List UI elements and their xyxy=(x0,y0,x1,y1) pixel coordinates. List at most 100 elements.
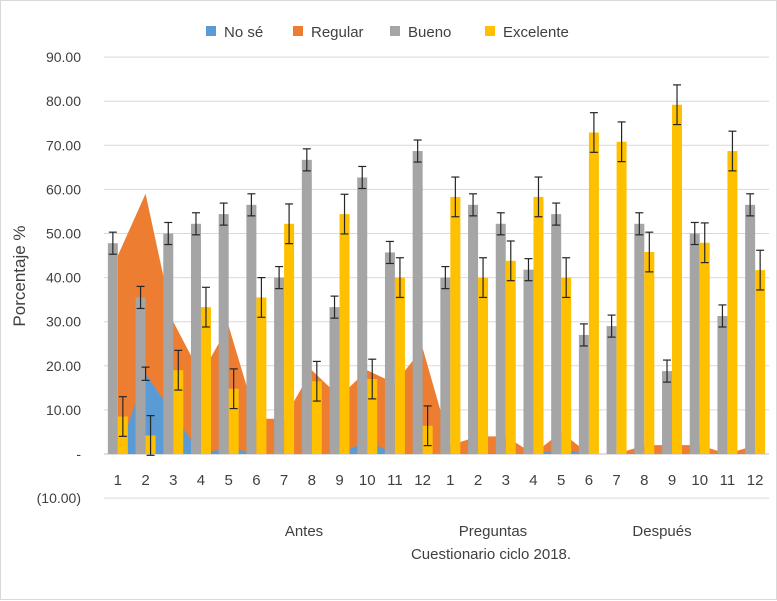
legend-swatch xyxy=(293,26,303,36)
bar-excelente xyxy=(672,104,683,454)
area-regular xyxy=(117,193,756,454)
bar-bueno xyxy=(301,159,312,454)
y-tick-label: - xyxy=(76,446,81,462)
x-tick-label: 8 xyxy=(308,472,316,489)
x-tick-label: 7 xyxy=(280,472,288,489)
x-tick-label: 1 xyxy=(446,472,454,489)
bar-bueno xyxy=(634,223,645,454)
x-tick-label: 5 xyxy=(225,472,233,489)
bar-bueno xyxy=(689,233,700,454)
legend-swatch xyxy=(390,26,400,36)
bar-bueno xyxy=(495,223,506,454)
area-series xyxy=(117,193,756,454)
bar-excelente xyxy=(228,388,239,454)
bar-bueno xyxy=(135,297,146,454)
y-tick-label: (10.00) xyxy=(37,490,81,506)
x-tick-label: 2 xyxy=(141,472,149,489)
y-axis-title: Porcentaje % xyxy=(10,225,29,326)
x-tick-label: 12 xyxy=(414,472,431,489)
y-tick-label: 70.00 xyxy=(46,137,81,153)
y-tick-label: 50.00 xyxy=(46,226,81,242)
y-tick-label: 90.00 xyxy=(46,49,81,65)
x-group-label: Antes xyxy=(285,523,323,540)
bar-bueno xyxy=(551,214,562,454)
bar-series xyxy=(107,104,766,455)
bar-excelente xyxy=(173,370,184,454)
legend-swatch xyxy=(485,26,495,36)
legend-label: Bueno xyxy=(408,24,451,41)
x-tick-label: 7 xyxy=(612,472,620,489)
x-tick-label: 6 xyxy=(585,472,593,489)
x-tick-label: 4 xyxy=(529,472,537,489)
x-tick-label: 11 xyxy=(387,472,403,489)
x-tick-label: 9 xyxy=(335,472,343,489)
legend-label: No sé xyxy=(224,24,263,41)
x-tick-label: 2 xyxy=(474,472,482,489)
bar-excelente xyxy=(755,270,766,454)
x-tick-label: 10 xyxy=(359,472,376,489)
bar-excelente xyxy=(699,242,710,454)
bar-excelente xyxy=(727,151,738,454)
x-group-label: Después xyxy=(632,523,691,540)
bar-bueno xyxy=(578,334,589,454)
bar-excelente xyxy=(588,132,599,455)
legend-swatch xyxy=(206,26,216,36)
x-tick-label: 3 xyxy=(169,472,177,489)
x-tick-label: 6 xyxy=(252,472,260,489)
bar-bueno xyxy=(163,233,174,454)
bar-bueno xyxy=(717,315,728,454)
y-tick-labels: 90.00 80.00 70.00 60.00 50.00 40.00 30.00 20.00… xyxy=(37,49,82,506)
bar-excelente xyxy=(450,196,461,454)
x-tick-label: 1 xyxy=(114,472,122,489)
bar-bueno xyxy=(745,204,756,454)
bar-bueno xyxy=(218,214,229,454)
y-tick-label: 20.00 xyxy=(46,358,81,374)
bar-excelente xyxy=(339,214,350,454)
bar-excelente xyxy=(367,379,378,454)
x-group-labels: Antes Preguntas Después xyxy=(285,523,692,540)
y-tick-label: 30.00 xyxy=(46,314,81,330)
bar-excelente xyxy=(284,223,295,454)
bar-excelente xyxy=(616,141,627,454)
x-tick-label: 11 xyxy=(720,472,736,489)
bar-bueno xyxy=(107,243,118,454)
bar-excelente xyxy=(478,277,489,454)
x-tick-label: 8 xyxy=(640,472,648,489)
x-tick-label: 5 xyxy=(557,472,565,489)
bar-excelente xyxy=(561,277,572,454)
bar-excelente xyxy=(533,196,544,454)
error-bars xyxy=(108,84,765,456)
bar-bueno xyxy=(606,326,617,454)
legend: No sé Regular Bueno Excelente xyxy=(206,24,569,41)
x-axis-title: Cuestionario ciclo 2018. xyxy=(411,546,571,563)
x-tick-label: 3 xyxy=(502,472,510,489)
bar-bueno xyxy=(468,204,479,454)
y-tick-label: 80.00 xyxy=(46,93,81,109)
bar-bueno xyxy=(412,151,423,454)
legend-label: Excelente xyxy=(503,24,569,41)
bar-excelente xyxy=(394,277,405,454)
x-tick-label: 10 xyxy=(691,472,708,489)
y-tick-label: 40.00 xyxy=(46,270,81,286)
x-tick-labels: 1 2 3 4 5 6 7 8 9 10 11 12 1 2 3 4 5 6 7 8 9 10 11 12 xyxy=(114,472,764,489)
x-group-label: Preguntas xyxy=(459,523,527,540)
bar-excelente xyxy=(644,252,655,454)
x-tick-label: 4 xyxy=(197,472,205,489)
bar-bueno xyxy=(384,252,395,454)
bar-bueno xyxy=(329,307,340,454)
bar-bueno xyxy=(357,177,368,455)
y-tick-label: 60.00 xyxy=(46,181,81,197)
y-tick-label: 10.00 xyxy=(46,402,81,418)
bar-bueno xyxy=(274,277,285,454)
legend-label: Regular xyxy=(311,24,364,41)
bar-bueno xyxy=(440,277,451,454)
bar-excelente xyxy=(200,307,211,454)
bar-excelente xyxy=(256,297,267,454)
bar-bueno xyxy=(190,223,201,454)
x-tick-label: 9 xyxy=(668,472,676,489)
bar-bueno xyxy=(246,204,257,454)
bar-bueno xyxy=(523,269,534,454)
x-tick-label: 12 xyxy=(747,472,764,489)
